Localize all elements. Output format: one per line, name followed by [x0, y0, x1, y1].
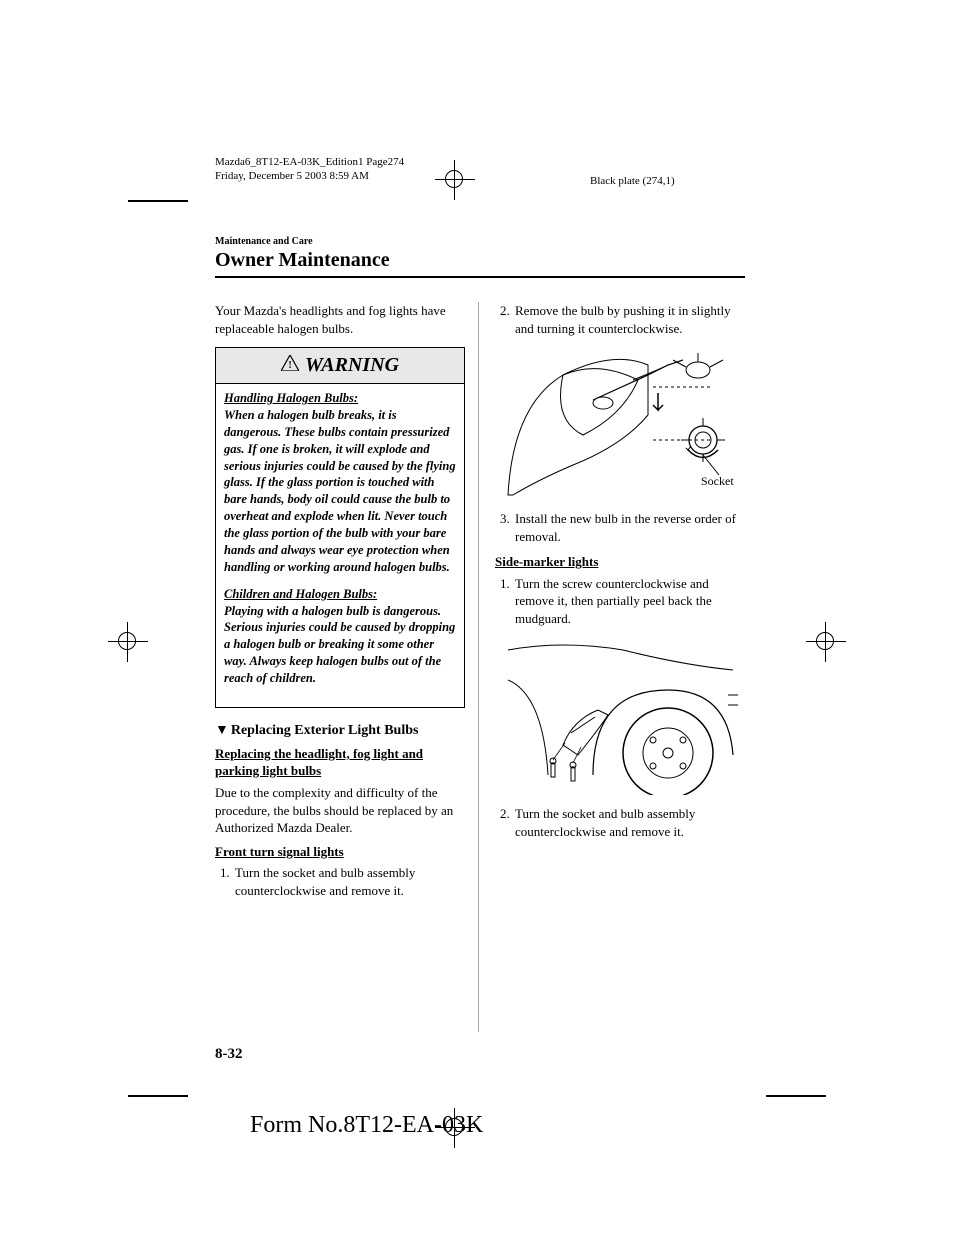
- triangle-bullet-icon: ▼: [215, 722, 229, 741]
- under-heading-3: Side-marker lights: [495, 553, 745, 571]
- side-marker-list: Turn the screw counterclockwise and remo…: [495, 575, 745, 628]
- under-heading-2: Front turn signal lights: [215, 843, 465, 861]
- list-item: Turn the socket and bulb assembly counte…: [233, 864, 465, 899]
- registration-mark-icon: [435, 160, 475, 200]
- section-small: Maintenance and Care: [215, 236, 745, 247]
- svg-text:!: !: [288, 360, 291, 371]
- registration-mark-icon: [108, 622, 148, 662]
- crop-mark: [128, 200, 188, 202]
- figure-label: Socket: [701, 474, 734, 488]
- side-marker-list-cont: Turn the socket and bulb assembly counte…: [495, 805, 745, 840]
- crop-mark: [766, 1095, 826, 1097]
- figure-mudguard: [495, 635, 745, 795]
- form-number: Form No.8T12-EA-03K: [250, 1112, 483, 1139]
- front-turn-list-cont2: Install the new bulb in the reverse orde…: [495, 510, 745, 545]
- doc-meta: Mazda6_8T12-EA-03K_Edition1 Page274 Frid…: [215, 155, 404, 184]
- crop-mark: [128, 1095, 188, 1097]
- registration-mark-icon: [806, 622, 846, 662]
- section-title: Owner Maintenance: [215, 249, 745, 272]
- warning-body: Handling Halogen Bulbs: When a halogen b…: [216, 384, 464, 707]
- warning-subhead-1: Handling Halogen Bulbs:: [224, 391, 358, 405]
- doc-meta-line1: Mazda6_8T12-EA-03K_Edition1 Page274: [215, 155, 404, 169]
- list-item: Turn the socket and bulb assembly counte…: [513, 805, 745, 840]
- subsection-heading: ▼Replacing Exterior Light Bulbs: [215, 722, 465, 741]
- page-number: 8-32: [215, 1046, 243, 1063]
- warning-body-2: Playing with a halogen bulb is dangerous…: [224, 604, 455, 686]
- front-turn-list-cont: Remove the bulb by pushing it in slightl…: [495, 302, 745, 337]
- warning-subhead-2: Children and Halogen Bulbs:: [224, 587, 377, 601]
- doc-meta-line2: Friday, December 5 2003 8:59 AM: [215, 169, 404, 183]
- left-column: Your Mazda's headlights and fog lights h…: [215, 302, 465, 907]
- intro-text: Your Mazda's headlights and fog lights h…: [215, 302, 465, 337]
- subsection-text: Replacing Exterior Light Bulbs: [231, 723, 419, 738]
- warning-body-1: When a halogen bulb breaks, it is danger…: [224, 408, 456, 574]
- under-heading-1: Replacing the headlight, fog light and p…: [215, 745, 465, 780]
- black-plate-label: Black plate (274,1): [590, 175, 675, 187]
- front-turn-list: Turn the socket and bulb assembly counte…: [215, 864, 465, 899]
- warning-triangle-icon: !: [281, 352, 299, 379]
- warning-title-text: WARNING: [305, 354, 399, 376]
- list-item: Turn the screw counterclockwise and remo…: [513, 575, 745, 628]
- section-header: Maintenance and Care Owner Maintenance: [215, 236, 745, 278]
- sub1-body: Due to the complexity and difficulty of …: [215, 784, 465, 837]
- warning-title: ! WARNING: [216, 348, 464, 384]
- list-item: Remove the bulb by pushing it in slightl…: [513, 302, 745, 337]
- right-column: Remove the bulb by pushing it in slightl…: [495, 302, 745, 907]
- content-area: Your Mazda's headlights and fog lights h…: [215, 302, 745, 907]
- warning-box: ! WARNING Handling Halogen Bulbs: When a…: [215, 347, 465, 708]
- list-item: Install the new bulb in the reverse orde…: [513, 510, 745, 545]
- figure-socket: Socket: [495, 345, 745, 500]
- section-rule: [215, 276, 745, 278]
